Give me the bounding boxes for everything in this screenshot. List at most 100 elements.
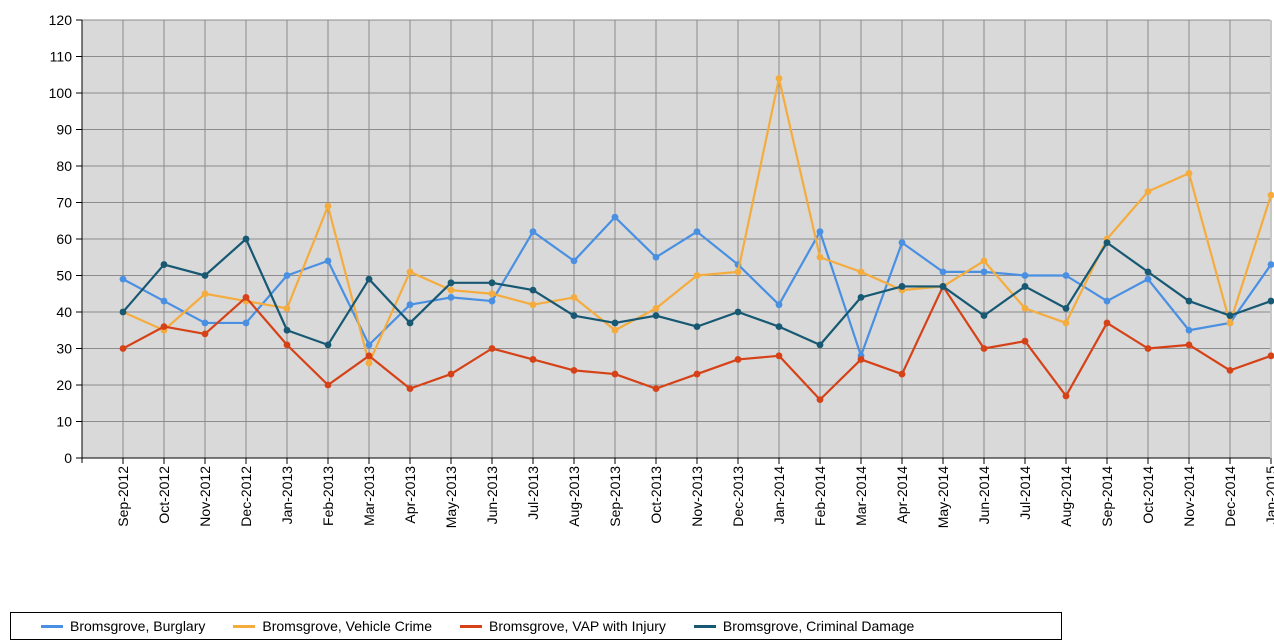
data-point — [980, 268, 988, 276]
x-tick-label: May-2013 — [443, 466, 459, 528]
data-point — [242, 294, 250, 301]
data-point — [857, 268, 865, 276]
data-point — [1144, 268, 1152, 276]
legend-swatch — [41, 624, 63, 628]
data-point — [529, 228, 537, 236]
data-point — [775, 75, 783, 82]
data-point — [1185, 326, 1193, 334]
data-point — [693, 323, 701, 330]
y-tick-label: 30 — [56, 341, 72, 357]
y-tick-label: 70 — [56, 195, 72, 211]
data-point — [898, 283, 906, 290]
data-point — [652, 253, 660, 261]
data-point — [570, 367, 578, 374]
x-tick-label: Oct-2012 — [156, 466, 172, 524]
y-tick-label: 100 — [49, 85, 73, 101]
data-point — [324, 257, 332, 265]
data-point — [1062, 392, 1070, 400]
data-point — [283, 272, 291, 279]
x-tick-label: Nov-2014 — [1181, 466, 1197, 527]
data-point — [980, 312, 988, 320]
data-point — [1062, 319, 1070, 327]
data-point — [447, 286, 455, 294]
data-point — [447, 279, 455, 287]
data-point — [1185, 169, 1193, 177]
x-tick-label: Mar-2014 — [853, 466, 869, 526]
data-point — [447, 370, 455, 378]
x-tick-label: Apr-2014 — [894, 466, 910, 524]
y-tick-label: 80 — [56, 158, 72, 174]
data-point — [652, 385, 660, 393]
data-point — [816, 253, 824, 261]
data-point — [693, 370, 701, 378]
data-point — [898, 370, 906, 378]
legend-label: Bromsgrove, Vehicle Crime — [262, 618, 433, 634]
x-tick-label: Jul-2014 — [1017, 466, 1033, 520]
data-point — [201, 272, 209, 279]
data-point — [324, 381, 332, 389]
data-point — [857, 356, 865, 363]
series-4 — [119, 235, 1274, 349]
data-point — [242, 235, 250, 243]
data-point — [1021, 283, 1029, 290]
x-tick-label: Feb-2014 — [812, 466, 828, 526]
legend-item: Bromsgrove, VAP with Injury — [460, 618, 666, 634]
data-point — [406, 268, 414, 276]
x-tick-label: Jan-2014 — [771, 466, 787, 525]
y-tick-label: 120 — [49, 12, 73, 28]
y-tick-label: 60 — [56, 231, 72, 247]
data-point — [365, 352, 373, 360]
legend-label: Bromsgrove, Burglary — [70, 618, 206, 634]
x-tick-label: Oct-2013 — [648, 466, 664, 524]
data-point — [488, 290, 496, 298]
data-point — [693, 272, 701, 279]
x-tick-label: Dec-2013 — [730, 466, 746, 527]
data-point — [1226, 312, 1234, 320]
x-tick-label: Jan-2013 — [279, 466, 295, 525]
data-point — [201, 319, 209, 327]
data-point — [324, 202, 332, 210]
line-chart: 0 10 20 30 40 50 60 70 80 90 100 110 120 Sep-2012 Oct… — [49, 12, 1274, 528]
data-point — [160, 261, 168, 268]
data-point — [529, 356, 537, 363]
data-point — [160, 297, 168, 305]
legend-item: Bromsgrove, Vehicle Crime — [233, 618, 432, 634]
data-point — [160, 323, 168, 330]
data-point — [406, 301, 414, 309]
data-point — [734, 268, 742, 276]
data-point — [1021, 272, 1029, 279]
y-axis-ticks: 0 10 20 30 40 50 60 70 80 90 100 110 120 — [49, 12, 82, 466]
series-1 — [119, 213, 1274, 360]
y-tick-label: 10 — [56, 414, 72, 430]
data-point — [980, 257, 988, 265]
data-point — [816, 228, 824, 236]
data-point — [611, 370, 619, 378]
x-tick-label: Nov-2013 — [689, 466, 705, 527]
data-point — [816, 341, 824, 349]
data-point — [283, 326, 291, 334]
data-point — [898, 239, 906, 247]
legend-item: Bromsgrove, Burglary — [41, 618, 205, 634]
data-point — [1185, 341, 1193, 349]
data-point — [283, 341, 291, 349]
data-point — [611, 326, 619, 334]
data-point — [119, 275, 127, 283]
data-point — [283, 304, 291, 312]
chart-legend: Bromsgrove, Burglary Bromsgrove, Vehicle … — [10, 612, 1062, 640]
y-tick-label: 40 — [56, 304, 72, 320]
series-lines — [119, 75, 1274, 403]
data-point — [488, 345, 496, 352]
x-tick-label: Jun-2013 — [484, 466, 500, 525]
data-point — [1103, 319, 1111, 327]
x-tick-label: Aug-2013 — [566, 466, 582, 527]
data-point — [365, 359, 373, 367]
x-tick-label: Mar-2013 — [361, 466, 377, 526]
data-point — [1144, 345, 1152, 352]
x-tick-label: Jul-2013 — [525, 466, 541, 520]
data-point — [201, 290, 209, 298]
legend-swatch — [460, 624, 483, 628]
data-point — [775, 301, 783, 309]
y-tick-label: 110 — [50, 49, 73, 65]
data-point — [611, 319, 619, 327]
data-point — [1267, 352, 1274, 360]
